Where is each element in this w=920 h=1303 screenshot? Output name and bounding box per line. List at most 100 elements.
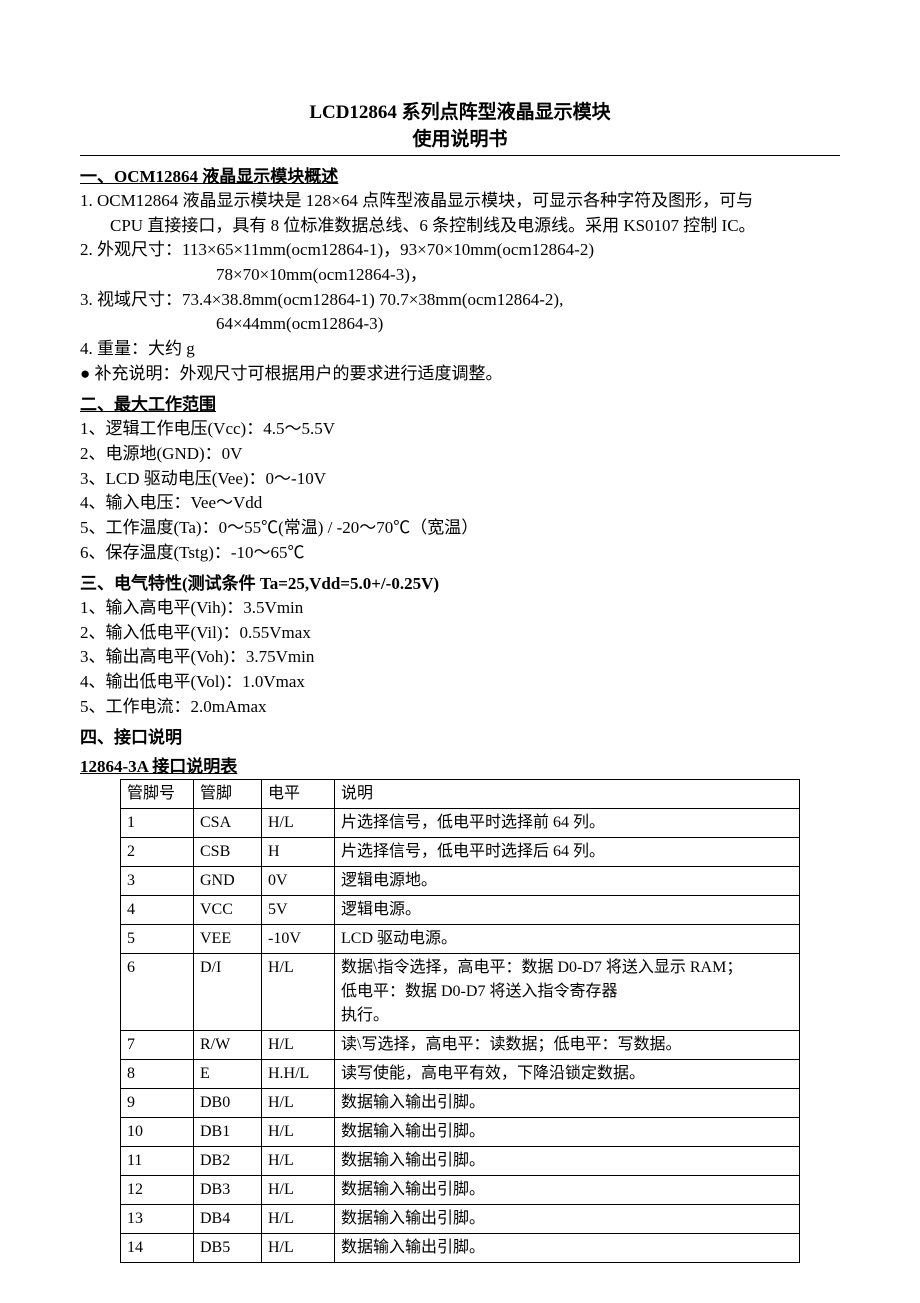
table-row: 9DB0H/L数据输入输出引脚。: [121, 1089, 800, 1118]
cell-pin-name: CSB: [194, 838, 262, 867]
cell-level: -10V: [262, 925, 335, 954]
s3-item5: 5、工作电流：2.0mAmax: [80, 695, 840, 720]
cell-pin-name: DB3: [194, 1176, 262, 1205]
cell-pin-number: 7: [121, 1031, 194, 1060]
cell-pin-number: 4: [121, 896, 194, 925]
cell-pin-number: 11: [121, 1147, 194, 1176]
cell-level: H/L: [262, 1147, 335, 1176]
section3-heading: 三、电气特性(测试条件 Ta=25,Vdd=5.0+/-0.25V): [80, 569, 840, 594]
table-row: 12DB3H/L数据输入输出引脚。: [121, 1176, 800, 1205]
cell-pin-number: 13: [121, 1205, 194, 1234]
s1-item3b: 64×44mm(ocm12864-3): [80, 312, 840, 337]
cell-description: 数据输入输出引脚。: [335, 1176, 800, 1205]
doc-title-line1: LCD12864 系列点阵型液晶显示模块: [80, 100, 840, 127]
cell-description: 数据输入输出引脚。: [335, 1205, 800, 1234]
section2-heading: 二、最大工作范围: [80, 390, 840, 415]
cell-description: LCD 驱动电源。: [335, 925, 800, 954]
document-page: LCD12864 系列点阵型液晶显示模块 使用说明书 一、OCM12864 液晶…: [0, 0, 920, 1303]
doc-title-line2: 使用说明书: [80, 127, 840, 154]
cell-pin-name: VCC: [194, 896, 262, 925]
cell-pin-name: DB2: [194, 1147, 262, 1176]
th-pin-number: 管脚号: [121, 780, 194, 809]
cell-description: 数据输入输出引脚。: [335, 1234, 800, 1263]
cell-pin-number: 5: [121, 925, 194, 954]
cell-level: H: [262, 838, 335, 867]
s2-item5: 5、工作温度(Ta)：0～55℃(常温) / -20～70℃（宽温）: [80, 516, 840, 541]
th-pin-name: 管脚: [194, 780, 262, 809]
cell-pin-number: 10: [121, 1118, 194, 1147]
s1-item1b: CPU 直接接口，具有 8 位标准数据总线、6 条控制线及电源线。采用 KS01…: [80, 214, 840, 239]
cell-pin-number: 14: [121, 1234, 194, 1263]
table-row: 11DB2H/L数据输入输出引脚。: [121, 1147, 800, 1176]
cell-pin-name: CSA: [194, 809, 262, 838]
s3-item3: 3、输出高电平(Voh)：3.75Vmin: [80, 645, 840, 670]
s2-item3: 3、LCD 驱动电压(Vee)：0～-10V: [80, 467, 840, 492]
cell-level: H/L: [262, 1205, 335, 1234]
table-header-row: 管脚号 管脚 电平 说明: [121, 780, 800, 809]
s3-item1: 1、输入高电平(Vih)：3.5Vmin: [80, 596, 840, 621]
cell-description: 片选择信号，低电平时选择前 64 列。: [335, 809, 800, 838]
th-description: 说明: [335, 780, 800, 809]
cell-pin-number: 9: [121, 1089, 194, 1118]
s1-item2a: 2. 外观尺寸：113×65×11mm(ocm12864-1)，93×70×10…: [80, 238, 840, 263]
section4-heading: 四、接口说明: [80, 723, 840, 748]
cell-pin-name: E: [194, 1060, 262, 1089]
cell-description: 逻辑电源。: [335, 896, 800, 925]
cell-level: H/L: [262, 1234, 335, 1263]
section1-heading: 一、OCM12864 液晶显示模块概述: [80, 162, 840, 187]
s2-item1: 1、逻辑工作电压(Vcc)：4.5～5.5V: [80, 417, 840, 442]
cell-description: 数据输入输出引脚。: [335, 1147, 800, 1176]
table-row: 7R/WH/L读\写选择，高电平：读数据；低电平：写数据。: [121, 1031, 800, 1060]
table-row: 14DB5H/L数据输入输出引脚。: [121, 1234, 800, 1263]
cell-pin-name: DB1: [194, 1118, 262, 1147]
s3-item2: 2、输入低电平(Vil)：0.55Vmax: [80, 621, 840, 646]
s2-item6: 6、保存温度(Tstg)：-10～65℃: [80, 541, 840, 566]
title-underline: [80, 155, 840, 156]
cell-description: 逻辑电源地。: [335, 867, 800, 896]
th-level: 电平: [262, 780, 335, 809]
cell-level: H/L: [262, 1118, 335, 1147]
table-row: 2CSBH片选择信号，低电平时选择后 64 列。: [121, 838, 800, 867]
cell-pin-number: 12: [121, 1176, 194, 1205]
table-row: 6D/IH/L数据\指令选择，高电平：数据 D0-D7 将送入显示 RAM； 低…: [121, 954, 800, 1031]
cell-pin-name: D/I: [194, 954, 262, 1031]
table-row: 8EH.H/L读写使能，高电平有效，下降沿锁定数据。: [121, 1060, 800, 1089]
cell-pin-name: R/W: [194, 1031, 262, 1060]
cell-level: H.H/L: [262, 1060, 335, 1089]
s1-item4: 4. 重量：大约 g: [80, 337, 840, 362]
s1-item1a: 1. OCM12864 液晶显示模块是 128×64 点阵型液晶显示模块，可显示…: [80, 189, 840, 214]
cell-description: 读写使能，高电平有效，下降沿锁定数据。: [335, 1060, 800, 1089]
cell-pin-number: 8: [121, 1060, 194, 1089]
s1-item2b: 78×70×10mm(ocm12864-3)，: [80, 263, 840, 288]
cell-pin-number: 3: [121, 867, 194, 896]
s1-item-note: ● 补充说明：外观尺寸可根据用户的要求进行适度调整。: [80, 362, 840, 387]
section4-subheading: 12864-3A 接口说明表: [80, 752, 840, 777]
table-row: 13DB4H/L数据输入输出引脚。: [121, 1205, 800, 1234]
cell-pin-name: DB0: [194, 1089, 262, 1118]
cell-pin-name: GND: [194, 867, 262, 896]
table-row: 4VCC5V逻辑电源。: [121, 896, 800, 925]
cell-pin-number: 1: [121, 809, 194, 838]
cell-description: 数据输入输出引脚。: [335, 1118, 800, 1147]
s2-item4: 4、输入电压：Vee～Vdd: [80, 491, 840, 516]
cell-description: 片选择信号，低电平时选择后 64 列。: [335, 838, 800, 867]
table-row: 10DB1H/L数据输入输出引脚。: [121, 1118, 800, 1147]
table-row: 1CSAH/L片选择信号，低电平时选择前 64 列。: [121, 809, 800, 838]
cell-description: 读\写选择，高电平：读数据；低电平：写数据。: [335, 1031, 800, 1060]
cell-level: H/L: [262, 954, 335, 1031]
pin-table: 管脚号 管脚 电平 说明 1CSAH/L片选择信号，低电平时选择前 64 列。2…: [120, 779, 800, 1263]
table-row: 5VEE-10VLCD 驱动电源。: [121, 925, 800, 954]
s2-item2: 2、电源地(GND)：0V: [80, 442, 840, 467]
cell-pin-number: 6: [121, 954, 194, 1031]
cell-pin-name: VEE: [194, 925, 262, 954]
cell-level: H/L: [262, 1176, 335, 1205]
cell-description: 数据\指令选择，高电平：数据 D0-D7 将送入显示 RAM； 低电平：数据 D…: [335, 954, 800, 1031]
cell-pin-number: 2: [121, 838, 194, 867]
cell-level: 0V: [262, 867, 335, 896]
cell-level: 5V: [262, 896, 335, 925]
cell-level: H/L: [262, 1031, 335, 1060]
cell-description: 数据输入输出引脚。: [335, 1089, 800, 1118]
cell-level: H/L: [262, 1089, 335, 1118]
cell-pin-name: DB5: [194, 1234, 262, 1263]
cell-pin-name: DB4: [194, 1205, 262, 1234]
